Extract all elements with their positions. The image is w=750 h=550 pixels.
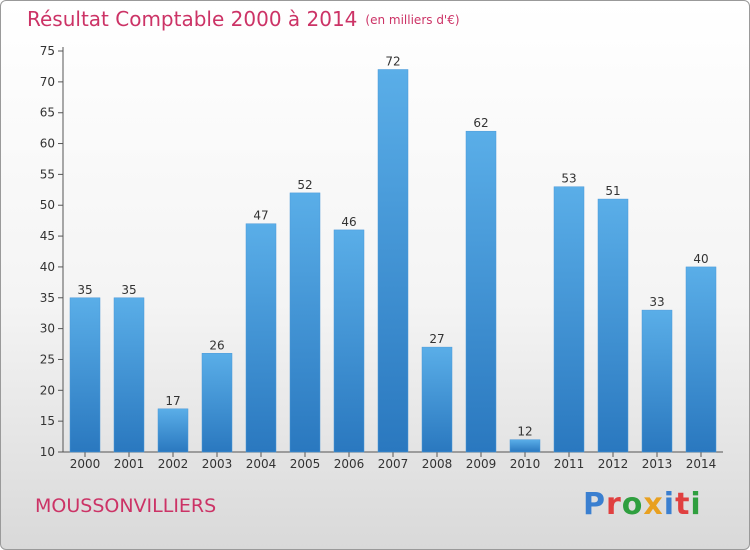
y-tick-label: 55: [40, 167, 55, 181]
data-label: 47: [253, 209, 268, 223]
chart-title: Résultat Comptable 2000 à 2014 (en millie…: [27, 7, 460, 31]
chart-labels: 2000 35 2001 35 2002 17 2003 26 2004 47 2005 52 2006…: [70, 55, 717, 471]
x-tick-label: 2011: [554, 457, 585, 471]
y-tick-label: 40: [40, 260, 55, 274]
y-tick-label: 60: [40, 137, 55, 151]
y-tick-label: 50: [40, 198, 55, 212]
bar-2001: [113, 297, 145, 453]
x-tick-label: 2007: [378, 457, 409, 471]
data-label: 12: [517, 425, 532, 439]
proxiti-logo: Proxiti: [583, 487, 702, 522]
logo-letter: P: [583, 487, 606, 522]
data-label: 35: [77, 283, 92, 297]
data-label: 35: [121, 283, 136, 297]
x-tick-label: 2012: [598, 457, 629, 471]
x-tick-label: 2013: [642, 457, 673, 471]
bar-2004: [245, 223, 277, 453]
x-tick-label: 2005: [290, 457, 321, 471]
data-label: 52: [297, 178, 312, 192]
y-tick-label: 30: [40, 322, 55, 336]
x-tick-label: 2009: [466, 457, 497, 471]
bar-2014: [685, 266, 717, 453]
x-tick-label: 2002: [158, 457, 189, 471]
x-tick-label: 2000: [70, 457, 101, 471]
data-label: 33: [649, 295, 664, 309]
x-tick-label: 2010: [510, 457, 541, 471]
chart-bars: [69, 69, 717, 453]
x-tick-label: 2001: [114, 457, 145, 471]
x-tick-label: 2008: [422, 457, 453, 471]
logo-letter: t: [675, 487, 691, 522]
data-label: 53: [561, 172, 576, 186]
chart-title-text: Résultat Comptable 2000 à 2014: [27, 7, 358, 31]
bar-2010: [509, 439, 541, 453]
bar-2000: [69, 297, 101, 453]
chart-unit: (en milliers d'€): [365, 13, 460, 27]
data-label: 62: [473, 116, 488, 130]
data-label: 46: [341, 215, 356, 229]
logo-letter: o: [621, 487, 644, 522]
logo-letter: i: [690, 487, 702, 522]
bar-2012: [597, 198, 629, 453]
bar-2013: [641, 309, 673, 453]
data-label: 27: [429, 332, 444, 346]
y-tick-label: 10: [40, 445, 55, 459]
commune-name: MOUSSONVILLIERS: [35, 495, 217, 517]
x-tick-label: 2004: [246, 457, 277, 471]
logo-letter: r: [606, 487, 622, 522]
bar-2008: [421, 346, 453, 453]
bar-2003: [201, 353, 233, 453]
x-tick-label: 2003: [202, 457, 233, 471]
bar-2007: [377, 69, 409, 453]
y-tick-label: 65: [40, 106, 55, 120]
bar-2006: [333, 229, 365, 453]
data-label: 51: [605, 184, 620, 198]
chart-axes: 10 15 20 25 30 35 40 45 50 55 60 65 70 75: [40, 44, 723, 459]
data-label: 40: [693, 252, 708, 266]
data-label: 17: [165, 394, 180, 408]
x-tick-label: 2006: [334, 457, 365, 471]
y-tick-label: 45: [40, 229, 55, 243]
y-tick-label: 20: [40, 383, 55, 397]
data-label: 72: [385, 55, 400, 69]
bar-2009: [465, 130, 497, 453]
y-tick-label: 25: [40, 352, 55, 366]
y-tick-label: 35: [40, 291, 55, 305]
y-tick-label: 15: [40, 414, 55, 428]
bar-2002: [157, 408, 189, 453]
y-tick-label: 70: [40, 75, 55, 89]
bar-2011: [553, 186, 585, 453]
bar-2005: [289, 192, 321, 453]
logo-letter: i: [663, 487, 676, 522]
y-tick-label: 75: [40, 44, 55, 58]
data-label: 26: [209, 338, 224, 352]
logo-letter: x: [643, 487, 664, 522]
x-tick-label: 2014: [686, 457, 717, 471]
